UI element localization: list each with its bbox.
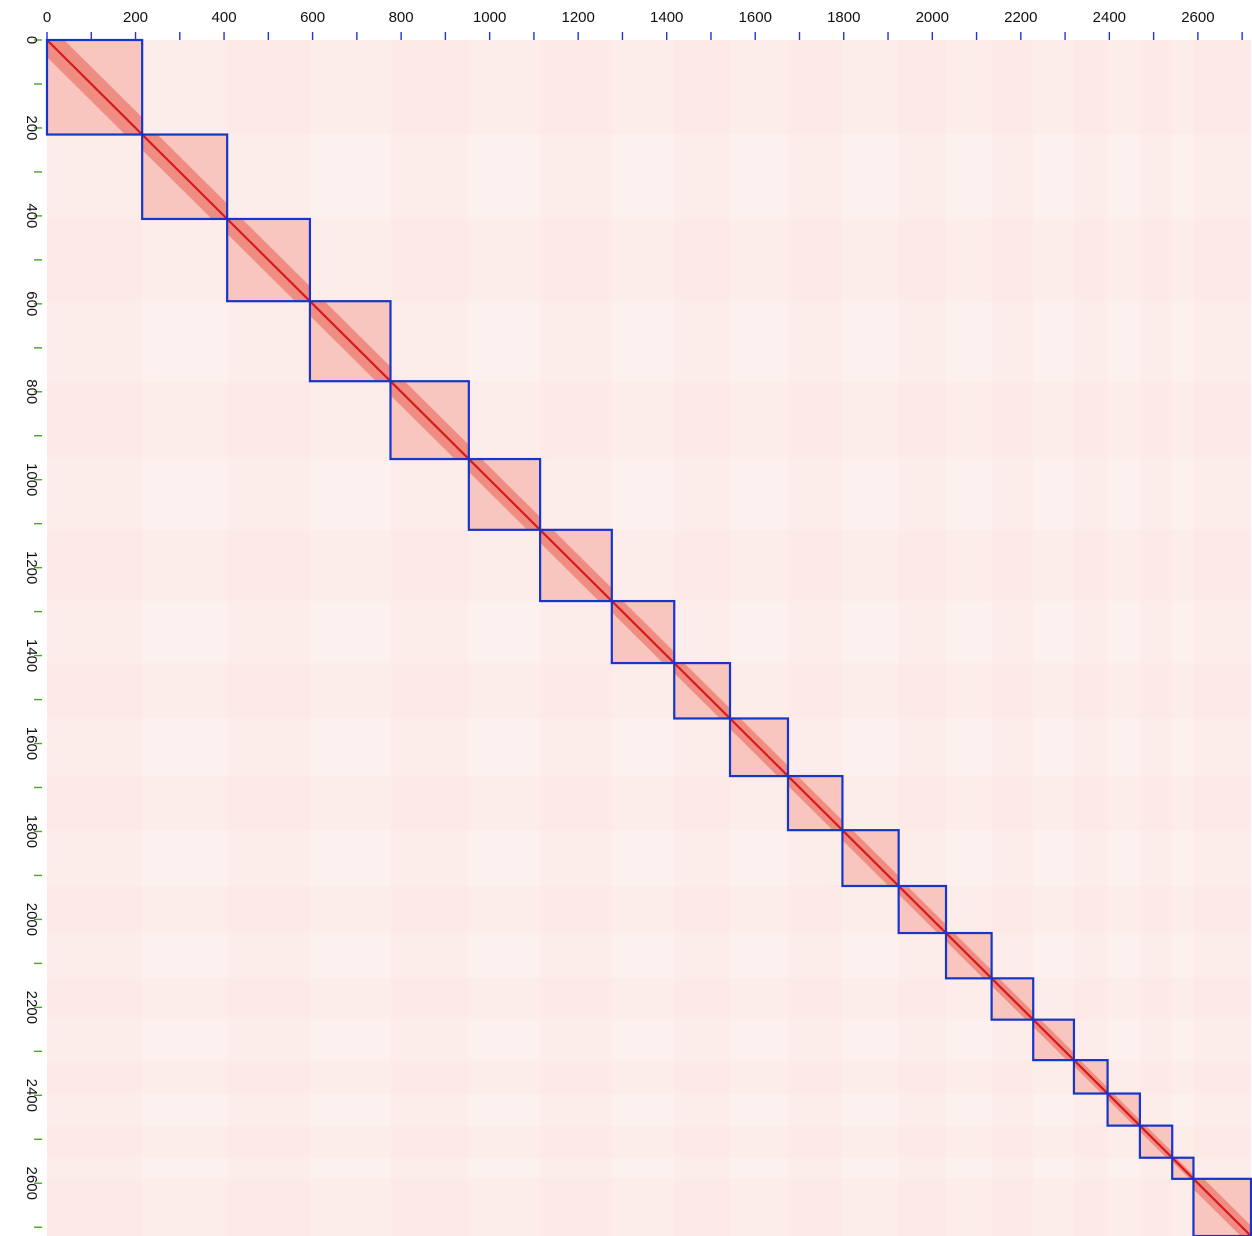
row-stripe — [47, 1178, 1251, 1236]
y-tick-label: 1600 — [23, 727, 40, 760]
block-outline — [841, 829, 900, 888]
x-tick-label: 200 — [123, 9, 148, 26]
row-stripe — [47, 978, 1251, 1020]
y-axis: 0 200 400 600 800 1000 1200 1400 1600 1800 2000 220… — [23, 36, 42, 1228]
x-tick-label: 1400 — [650, 9, 683, 26]
block-outline — [1106, 1092, 1141, 1127]
block-outline — [990, 977, 1035, 1021]
diagonal-line — [46, 39, 1252, 1236]
block-outline — [308, 300, 392, 383]
column-stripe — [540, 40, 612, 1236]
background-stripes — [47, 40, 1251, 1236]
row-stripe — [47, 663, 1251, 719]
y-tick-label: 2200 — [23, 991, 40, 1024]
column-stripe — [674, 40, 731, 1236]
y-tick-label: 600 — [23, 291, 40, 316]
x-tick-label: 800 — [389, 9, 414, 26]
x-axis: 0 200 400 600 800 1000 1200 1400 1600 1800 2000 220… — [43, 9, 1243, 40]
block-outline — [897, 884, 948, 935]
x-tick-label: 2400 — [1093, 9, 1126, 26]
block-outline — [944, 931, 993, 980]
y-tick-label: 200 — [23, 115, 40, 140]
block-outline — [467, 457, 542, 531]
plot-area — [45, 38, 1252, 1236]
row-stripe — [47, 1060, 1251, 1094]
block-outline — [786, 774, 844, 832]
block-outline — [141, 133, 229, 221]
block-outline — [673, 661, 732, 720]
row-stripe — [47, 1125, 1251, 1158]
x-tick-label: 2000 — [916, 9, 949, 26]
row-stripe — [47, 529, 1251, 602]
y-tick-label: 1400 — [23, 639, 40, 672]
x-tick-label: 600 — [300, 9, 325, 26]
block-outline — [45, 38, 144, 136]
x-tick-label: 1200 — [561, 9, 594, 26]
x-tick-label: 1000 — [473, 9, 506, 26]
y-tick-label: 2000 — [23, 903, 40, 936]
row-stripe — [47, 776, 1251, 831]
column-stripe — [390, 40, 469, 1236]
block-outline — [1192, 1177, 1252, 1236]
row-stripe — [47, 885, 1251, 934]
y-tick-label: 800 — [23, 379, 40, 404]
block-outline — [226, 217, 312, 303]
y-tick-label: 1800 — [23, 815, 40, 848]
block-outline — [1138, 1124, 1174, 1159]
y-tick-label: 1200 — [23, 551, 40, 584]
block-outline — [1032, 1018, 1076, 1062]
column-stripe — [991, 40, 1034, 1236]
y-tick-label: 2600 — [23, 1167, 40, 1200]
column-stripe — [787, 40, 843, 1236]
x-tick-label: 400 — [212, 9, 237, 26]
block-outline — [728, 717, 790, 778]
block-outline — [1072, 1059, 1109, 1095]
column-stripe — [1139, 40, 1173, 1236]
x-tick-label: 2600 — [1181, 9, 1214, 26]
row-stripe — [47, 40, 1251, 135]
block-outline — [389, 380, 470, 461]
x-tick-label: 1600 — [739, 9, 772, 26]
block-outline — [1171, 1156, 1195, 1180]
block-outline — [539, 528, 613, 603]
x-tick-label: 2200 — [1004, 9, 1037, 26]
row-stripe — [47, 381, 1251, 460]
y-tick-label: 0 — [23, 36, 40, 44]
block-outline — [610, 599, 676, 665]
column-stripe — [1073, 40, 1108, 1236]
column-stripe — [1193, 40, 1251, 1236]
column-stripe — [47, 40, 143, 1236]
diagonal-mark — [46, 39, 1252, 1236]
column-stripe — [898, 40, 947, 1236]
y-tick-label: 2400 — [23, 1079, 40, 1112]
x-tick-label: 0 — [43, 9, 51, 26]
y-tick-label: 400 — [23, 203, 40, 228]
block-outlines — [45, 38, 1252, 1236]
x-tick-label: 1800 — [827, 9, 860, 26]
y-tick-label: 1000 — [23, 463, 40, 496]
